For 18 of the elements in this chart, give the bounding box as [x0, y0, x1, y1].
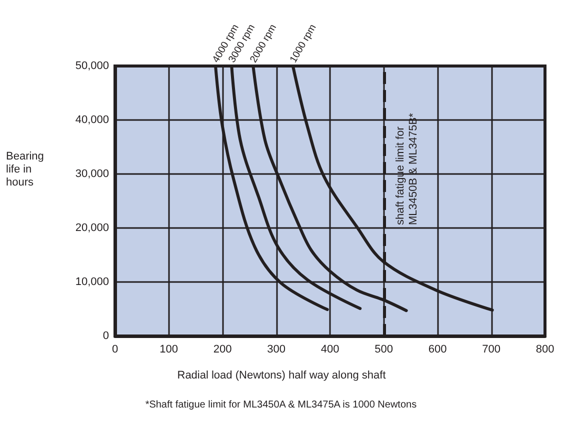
x-tick-label: 500: [374, 344, 393, 356]
y-tick-label: 50,000: [75, 60, 109, 72]
x-tick-label: 200: [213, 344, 232, 356]
x-tick-label: 400: [320, 344, 340, 356]
y-tick-label: 20,000: [75, 222, 109, 234]
y-tick-label: 40,000: [75, 114, 109, 126]
y-tick-label: 10,000: [75, 276, 109, 288]
x-tick-label: 800: [536, 344, 554, 356]
x-tick-label: 100: [160, 344, 178, 356]
x-tick-label: 600: [428, 344, 447, 356]
x-tick-label: 300: [267, 344, 286, 356]
y-axis-title: Bearing life in hours: [6, 150, 44, 188]
x-tick-label: 0: [112, 344, 118, 356]
y-tick-label: 0: [102, 330, 109, 342]
x-tick-label: 700: [482, 344, 500, 356]
x-axis-title: Radial load (Newtons) half way along shaft: [177, 370, 386, 382]
text: *Shaft fatigue limit for ML3450A & ML3475A is 1000 Newtons: [145, 400, 417, 410]
y-tick-label: 30,000: [75, 168, 109, 180]
